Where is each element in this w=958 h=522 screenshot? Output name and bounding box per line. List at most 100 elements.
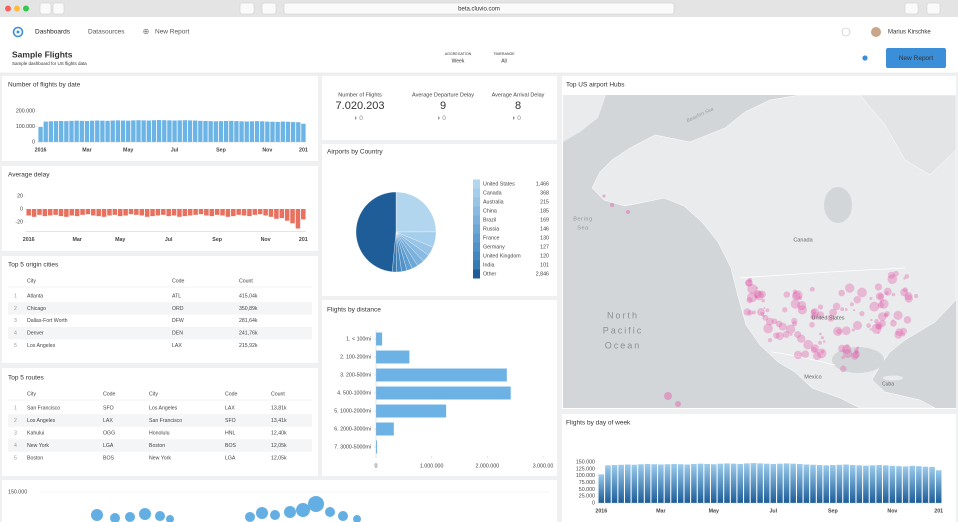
nav-item[interactable]: Datasources — [88, 29, 125, 36]
airport-dot — [803, 339, 813, 350]
kpi-label: Average Departure Delay — [412, 92, 474, 98]
airport-dot — [797, 300, 807, 311]
airport-dot — [765, 308, 770, 313]
new-report-button[interactable] — [886, 48, 946, 68]
pie-slice — [355, 191, 397, 272]
forward-button[interactable] — [52, 2, 65, 15]
bar — [724, 463, 730, 503]
airport-dot — [893, 270, 899, 277]
tabs-button[interactable] — [926, 2, 941, 15]
x-tick-label: 201 — [299, 147, 308, 153]
help-icon[interactable] — [841, 27, 851, 37]
border — [739, 267, 906, 279]
bar — [598, 474, 605, 503]
y-tick-label: 7. 3000-5000mi — [334, 444, 371, 450]
row-number: 4 — [14, 443, 17, 449]
bar — [909, 465, 916, 503]
bar — [236, 209, 241, 215]
kpi-value: 8 — [515, 100, 521, 112]
kpi-value: 7.020.203 — [336, 100, 385, 112]
bar — [187, 209, 193, 216]
bar — [74, 209, 80, 217]
column-header: Count — [239, 278, 253, 284]
cell: Denver — [27, 331, 44, 337]
zoom-button[interactable] — [23, 5, 29, 12]
airport-dot — [869, 296, 873, 301]
bar — [231, 209, 236, 217]
airport-dot — [851, 328, 855, 332]
bar — [247, 209, 252, 217]
airport-dot — [817, 304, 824, 310]
airport-dot — [891, 319, 895, 322]
airport-dot — [879, 299, 889, 309]
bar — [225, 209, 231, 217]
cell: San Francisco — [149, 418, 182, 424]
row-stripe — [8, 327, 312, 340]
cell: SFO — [225, 418, 236, 424]
bar — [128, 209, 134, 215]
airport-dot — [747, 310, 753, 316]
close-button[interactable] — [5, 5, 11, 12]
x-tick-label: 201 — [934, 508, 943, 514]
reader-button[interactable] — [239, 2, 255, 15]
nav-item[interactable]: New Report — [155, 29, 190, 36]
user-name[interactable]: Marius Kirschke — [888, 30, 931, 36]
bar — [284, 209, 290, 221]
nav-item[interactable]: Dashboards — [35, 29, 71, 36]
change-arrow — [513, 116, 515, 120]
x-tick-label: Sep — [828, 508, 838, 514]
airport-dot — [877, 312, 887, 321]
airport-dot — [810, 308, 820, 317]
extension-button[interactable] — [261, 2, 277, 15]
bar — [42, 209, 48, 217]
panel-title: Number of flights by date — [8, 82, 81, 89]
avatar[interactable] — [871, 27, 881, 37]
bar — [162, 120, 167, 142]
bar — [213, 121, 218, 142]
logo[interactable] — [12, 26, 24, 38]
back-button[interactable] — [39, 2, 52, 15]
bar — [275, 121, 280, 142]
row-stripe — [8, 414, 312, 427]
url-bar[interactable] — [283, 2, 675, 15]
airport-dot — [874, 319, 880, 324]
bar — [134, 209, 139, 215]
minimize-button[interactable] — [14, 5, 20, 12]
filter-value[interactable]: All — [501, 58, 507, 64]
bar — [112, 209, 118, 215]
bubble — [325, 507, 335, 518]
airport-dot — [871, 323, 882, 334]
airport-dot — [874, 283, 883, 291]
map-label: Ocean — [605, 340, 642, 350]
filter-value[interactable]: Week — [452, 58, 465, 64]
legend-swatch — [473, 224, 480, 234]
airport-dot — [840, 307, 845, 312]
airport-dot — [822, 340, 826, 343]
bar — [260, 121, 265, 142]
airport-dot — [900, 327, 908, 335]
bar — [290, 122, 296, 142]
bar — [935, 470, 942, 503]
bar — [58, 209, 64, 217]
x-tick-label: 3.000.00 — [533, 463, 554, 469]
bar — [796, 463, 803, 503]
x-tick-label: Jul — [165, 237, 173, 243]
airport-dot — [852, 350, 860, 359]
airport-dot — [794, 330, 802, 339]
share-button[interactable] — [904, 2, 919, 15]
cell: LGA — [103, 443, 114, 449]
x-tick-label: Mar — [72, 237, 81, 243]
airport-dot — [883, 313, 889, 318]
settings-icon[interactable] — [862, 55, 868, 61]
bar — [48, 121, 54, 142]
bar — [376, 404, 447, 418]
bar — [671, 463, 677, 503]
bar — [123, 209, 128, 216]
airport-dot — [887, 271, 895, 279]
bar — [810, 464, 816, 503]
bar — [110, 120, 115, 142]
y-tick-label: 200.000 — [16, 108, 35, 114]
airport-dot — [901, 333, 906, 337]
cell: 281,64k — [239, 318, 258, 324]
